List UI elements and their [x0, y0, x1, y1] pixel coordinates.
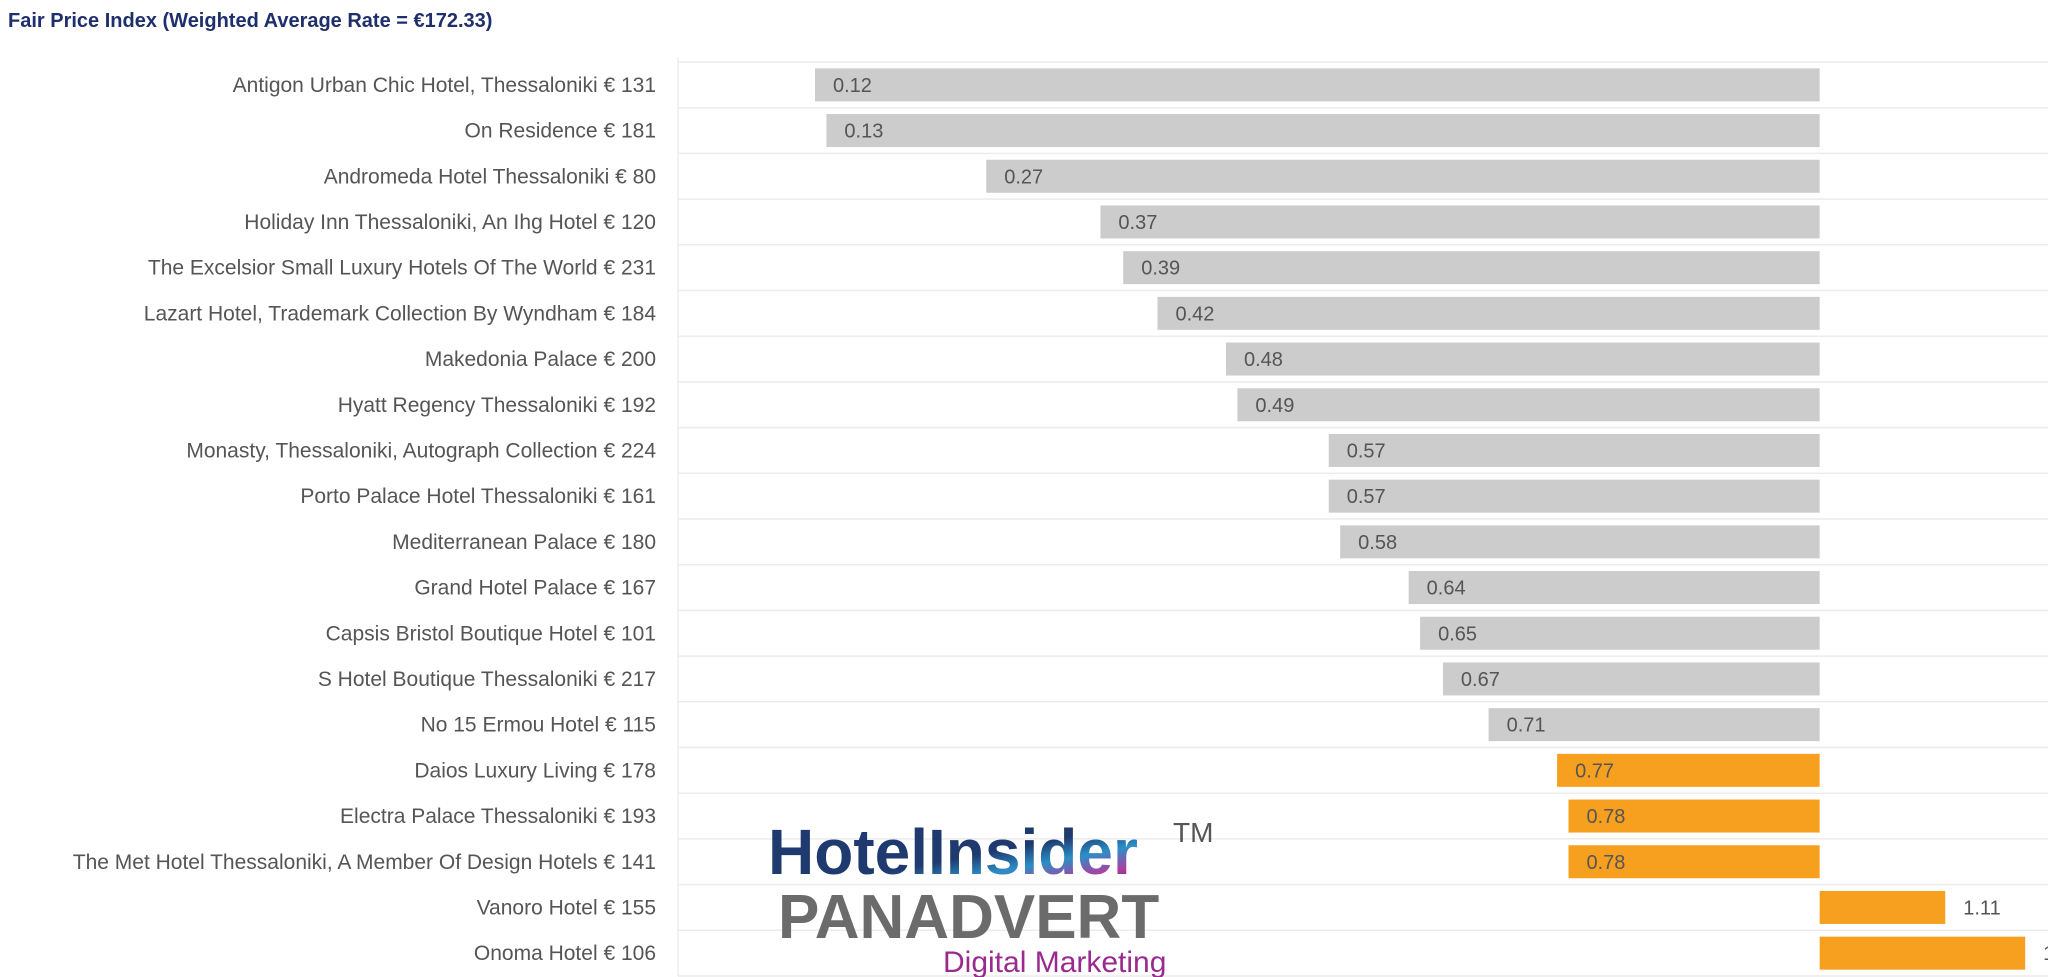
category-label: Electra Palace Thessaloniki € 193 [340, 805, 656, 828]
bar-value-label: 0.42 [1176, 303, 1215, 325]
bar [1819, 936, 2026, 970]
bar-value-label: 1.18 [2043, 943, 2048, 965]
bar [1408, 571, 1820, 605]
bar [1237, 388, 1820, 422]
bar-value-label: 1.11 [1963, 897, 2000, 919]
bar [1488, 708, 1820, 742]
logo-line3: Digital Marketing [943, 946, 1166, 977]
bar-value-label: 0.58 [1358, 532, 1397, 554]
bar-value-label: 0.12 [833, 75, 872, 97]
bar-value-label: 0.65 [1438, 623, 1477, 645]
bar-value-label: 0.78 [1587, 806, 1626, 828]
bar-value-label: 0.39 [1141, 258, 1180, 280]
bar [1340, 525, 1820, 559]
watermark-logo: HotelInsider TM PANADVERT Digital Market… [768, 816, 1213, 977]
bar [1819, 890, 1946, 924]
category-label: Grand Hotel Palace € 167 [414, 577, 656, 600]
bar [1442, 662, 1820, 696]
category-label: No 15 Ermou Hotel € 115 [421, 714, 656, 737]
bar [986, 159, 1820, 193]
bar-value-label: 0.57 [1347, 440, 1386, 462]
bar-value-label: 0.27 [1004, 166, 1043, 188]
logo-tm: TM [1173, 817, 1213, 848]
bar [815, 68, 1820, 102]
bar-value-label: 0.64 [1427, 578, 1466, 600]
bar [1328, 433, 1820, 467]
category-label: Makedonia Palace € 200 [425, 348, 656, 371]
bar-value-label: 0.57 [1347, 486, 1386, 508]
category-label: The Met Hotel Thessaloniki, A Member Of … [73, 851, 656, 874]
category-label: Lazart Hotel, Trademark Collection By Wy… [144, 302, 657, 325]
bar-value-label: 0.48 [1244, 349, 1283, 371]
bar [1557, 753, 1820, 787]
bar-value-label: 0.49 [1255, 395, 1294, 417]
category-label: Vanoro Hotel € 155 [477, 896, 656, 919]
category-label: On Residence € 181 [465, 120, 656, 143]
category-label: Mediterranean Palace € 180 [392, 531, 656, 554]
category-label: Monasty, Thessaloniki, Autograph Collect… [186, 439, 656, 462]
bar [1568, 845, 1820, 879]
bar-value-label: 0.13 [844, 121, 883, 143]
bar [826, 114, 1820, 148]
bars-layer: 0.12 Antigon Urban Chic Hotel, Thessaloni… [73, 68, 2048, 970]
bar-value-label: 0.77 [1575, 760, 1614, 782]
bar-value-label: 0.78 [1587, 852, 1626, 874]
category-label: Holiday Inn Thessaloniki, An Ihg Hotel €… [244, 211, 656, 234]
chart-title: Fair Price Index (Weighted Average Rate … [8, 10, 493, 32]
grid-layer [677, 58, 2048, 977]
bar-value-label: 0.67 [1461, 669, 1500, 691]
logo-line2: PANADVERT [778, 883, 1159, 952]
bar-value-label: 0.71 [1507, 715, 1546, 737]
category-label: Capsis Bristol Boutique Hotel € 101 [326, 622, 656, 645]
category-label: Andromeda Hotel Thessaloniki € 80 [324, 165, 656, 188]
category-label: Onoma Hotel € 106 [474, 942, 656, 965]
bar [1123, 251, 1820, 285]
category-label: Porto Palace Hotel Thessaloniki € 161 [300, 485, 656, 508]
bar [1226, 342, 1820, 376]
bar [1157, 296, 1820, 330]
category-label: Antigon Urban Chic Hotel, Thessaloniki €… [233, 74, 656, 97]
bar-value-label: 0.37 [1118, 212, 1157, 234]
category-label: Daios Luxury Living € 178 [414, 759, 656, 782]
bar [1100, 205, 1820, 239]
bar [1328, 479, 1820, 513]
category-label: The Excelsior Small Luxury Hotels Of The… [148, 257, 656, 280]
category-label: S Hotel Boutique Thessaloniki € 217 [318, 668, 656, 691]
category-label: Hyatt Regency Thessaloniki € 192 [338, 394, 656, 417]
bar [1568, 799, 1820, 833]
logo-line1: HotelInsider [768, 816, 1138, 888]
bar [1420, 616, 1820, 650]
